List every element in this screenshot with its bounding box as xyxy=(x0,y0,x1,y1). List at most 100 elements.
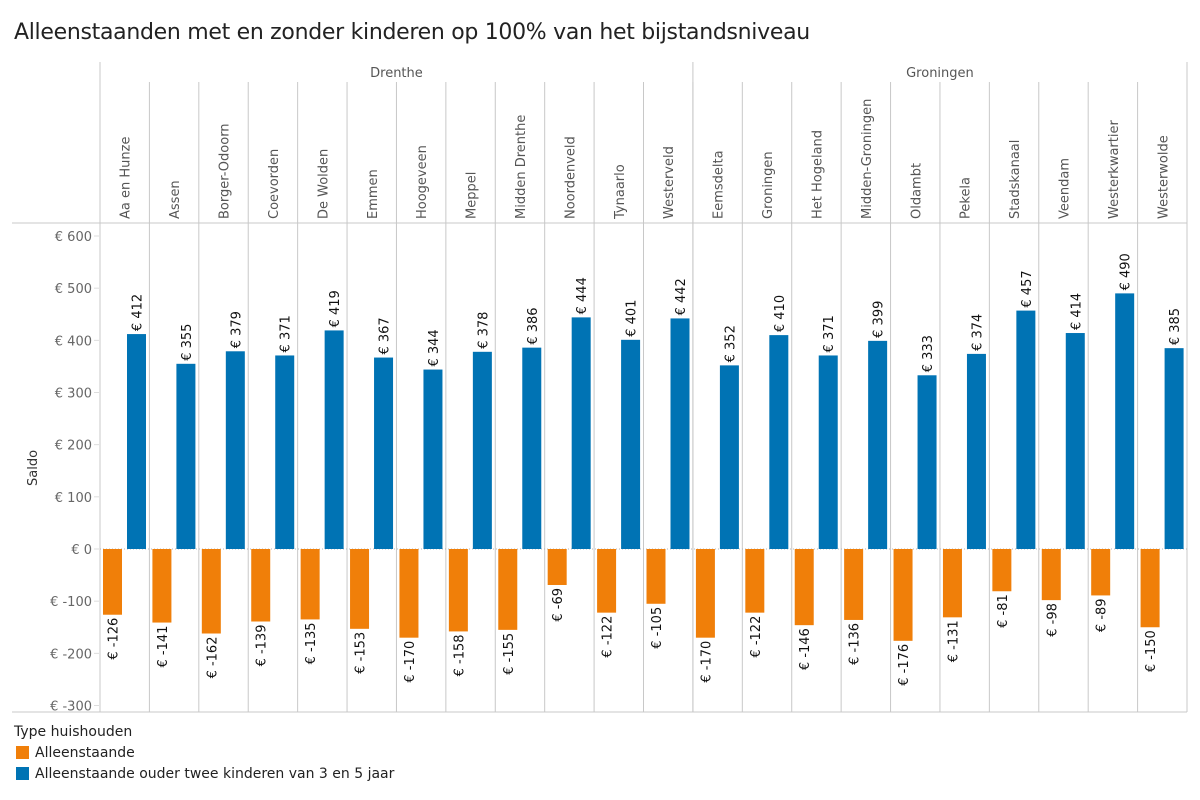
data-label: € 490 xyxy=(1119,253,1134,290)
bar-alleenstaande[interactable] xyxy=(646,549,666,604)
bar-alleenstaande-ouder[interactable] xyxy=(176,363,196,549)
bar-alleenstaande[interactable] xyxy=(992,549,1012,592)
bar-alleenstaande[interactable] xyxy=(498,549,518,630)
bar-alleenstaande[interactable] xyxy=(350,549,370,629)
bar-alleenstaande[interactable] xyxy=(448,549,468,632)
bar-alleenstaande-ouder[interactable] xyxy=(472,351,492,549)
y-tick-label: € 100 xyxy=(55,491,92,506)
category-label: Pekela xyxy=(959,177,974,219)
data-label: € 414 xyxy=(1069,293,1084,330)
category-label: Westerveld xyxy=(662,146,677,219)
bar-alleenstaande[interactable] xyxy=(399,549,419,638)
bar-alleenstaande[interactable] xyxy=(695,549,715,638)
bar-alleenstaande[interactable] xyxy=(942,549,962,618)
category-label: Oldambt xyxy=(909,163,924,219)
y-tick-label: € -300 xyxy=(50,700,92,715)
data-label: € -162 xyxy=(205,637,220,679)
data-label: € -131 xyxy=(946,620,961,662)
data-label: € 412 xyxy=(131,294,146,331)
data-label: € 419 xyxy=(328,290,343,327)
legend: Type huishouden Alleenstaande Alleenstaa… xyxy=(14,724,394,784)
data-label: € -176 xyxy=(897,644,912,686)
category-label: Meppel xyxy=(465,172,480,219)
bar-alleenstaande[interactable] xyxy=(152,549,172,623)
bar-alleenstaande[interactable] xyxy=(251,549,271,622)
category-label: Borger-Odoorn xyxy=(218,123,233,219)
data-label: € -89 xyxy=(1095,598,1110,632)
legend-item-alleenstaande-ouder[interactable]: Alleenstaande ouder twee kinderen van 3 … xyxy=(14,763,394,784)
bar-alleenstaande[interactable] xyxy=(1091,549,1111,596)
bar-alleenstaande[interactable] xyxy=(597,549,617,613)
category-label: Assen xyxy=(168,180,183,219)
bar-alleenstaande-ouder[interactable] xyxy=(225,351,245,549)
bar-alleenstaande-ouder[interactable] xyxy=(127,334,146,549)
y-tick-label: € 500 xyxy=(55,282,92,297)
y-tick-label: € -100 xyxy=(50,595,92,610)
category-label: Hoogeveen xyxy=(415,145,430,219)
y-tick-label: € 200 xyxy=(55,439,92,454)
data-label: € 401 xyxy=(625,300,640,337)
column-headers: Drenthe Groningen Aa en Hunze Assen Borger-O… xyxy=(119,66,1172,220)
bar-alleenstaande[interactable] xyxy=(103,549,122,615)
data-labels: € -126 € -141 € -162 € -139 € -135 € -153 € -1… xyxy=(107,253,1184,686)
data-label: € 344 xyxy=(427,329,442,366)
bar-alleenstaande-ouder[interactable] xyxy=(1065,333,1085,549)
data-label: € 333 xyxy=(921,335,936,372)
data-label: € 352 xyxy=(723,325,738,362)
bar-alleenstaande-ouder[interactable] xyxy=(275,355,295,549)
data-label: € 386 xyxy=(526,307,541,344)
data-label: € -105 xyxy=(650,607,665,649)
data-label: € 367 xyxy=(378,317,393,354)
bar-alleenstaande[interactable] xyxy=(844,549,864,620)
group-header: Drenthe xyxy=(370,66,423,81)
y-tick-label: € 0 xyxy=(71,543,92,558)
bar-alleenstaande-ouder[interactable] xyxy=(966,353,986,549)
data-label: € 399 xyxy=(872,301,887,338)
bar-alleenstaande-ouder[interactable] xyxy=(324,330,344,549)
y-tick-label: € -200 xyxy=(50,647,92,662)
bar-alleenstaande-ouder[interactable] xyxy=(917,375,937,549)
bar-alleenstaande[interactable] xyxy=(745,549,765,613)
bar-alleenstaande-ouder[interactable] xyxy=(818,355,838,549)
bar-alleenstaande-ouder[interactable] xyxy=(670,318,690,549)
bar-alleenstaande-ouder[interactable] xyxy=(571,317,591,549)
category-label: Tynaarlo xyxy=(613,164,628,220)
bar-alleenstaande[interactable] xyxy=(1140,549,1160,628)
bar-alleenstaande-ouder[interactable] xyxy=(374,357,394,549)
bar-alleenstaande[interactable] xyxy=(547,549,567,585)
chart-title: Alleenstaanden met en zonder kinderen op… xyxy=(14,20,810,45)
bar-alleenstaande-ouder[interactable] xyxy=(1016,310,1036,549)
bar-alleenstaande-ouder[interactable] xyxy=(522,347,542,549)
data-label: € -69 xyxy=(551,588,566,622)
legend-swatch-blue xyxy=(16,767,29,780)
category-label: Westerwolde xyxy=(1156,135,1171,219)
bar-alleenstaande[interactable] xyxy=(794,549,814,626)
category-label: Noordenveld xyxy=(563,136,578,219)
bar-alleenstaande[interactable] xyxy=(300,549,320,620)
bar-alleenstaande[interactable] xyxy=(893,549,913,641)
bar-alleenstaande-ouder[interactable] xyxy=(1115,293,1135,549)
bar-alleenstaande-ouder[interactable] xyxy=(1164,348,1184,549)
category-label: Midden Drenthe xyxy=(514,115,529,219)
category-label: Groningen xyxy=(761,151,776,219)
data-label: € 385 xyxy=(1168,308,1183,345)
bar-alleenstaande[interactable] xyxy=(201,549,221,634)
bar-alleenstaande-ouder[interactable] xyxy=(769,335,789,549)
bar-alleenstaande[interactable] xyxy=(1041,549,1061,601)
legend-item-alleenstaande[interactable]: Alleenstaande xyxy=(14,742,394,763)
data-label: € -170 xyxy=(403,641,418,683)
legend-label: Alleenstaande ouder twee kinderen van 3 … xyxy=(35,765,395,782)
data-label: € 410 xyxy=(773,295,788,332)
bar-alleenstaande-ouder[interactable] xyxy=(423,369,443,549)
bar-alleenstaande-ouder[interactable] xyxy=(868,340,888,549)
category-label: Coevorden xyxy=(267,149,282,219)
category-label: Emmen xyxy=(366,169,381,219)
data-label: € 355 xyxy=(180,324,195,361)
category-label: De Wolden xyxy=(316,149,331,219)
data-label: € -81 xyxy=(996,594,1011,628)
data-label: € 371 xyxy=(279,315,294,352)
category-label: Eemsdelta xyxy=(712,150,727,219)
category-label: Stadskanaal xyxy=(1008,140,1023,219)
bar-alleenstaande-ouder[interactable] xyxy=(621,339,641,549)
bar-alleenstaande-ouder[interactable] xyxy=(719,365,739,549)
